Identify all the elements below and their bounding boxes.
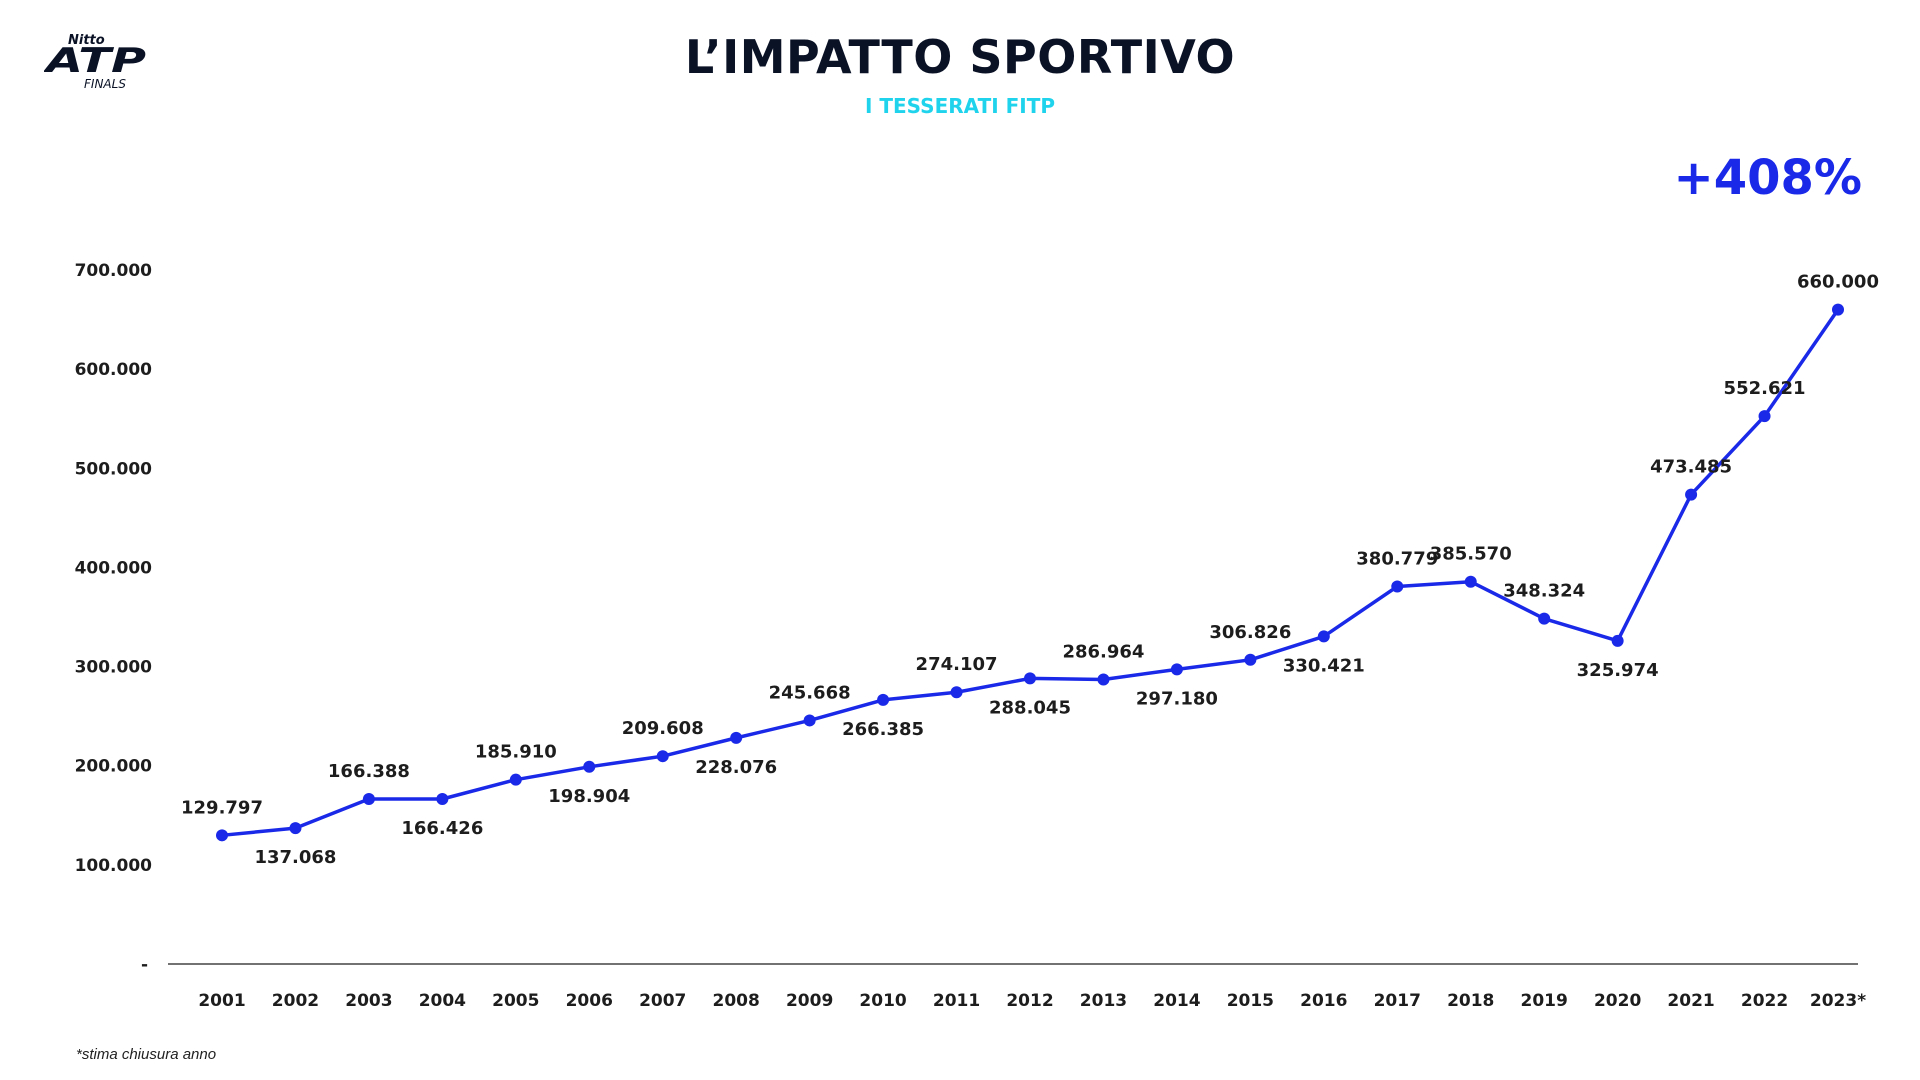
x-tick-label: 2007: [639, 991, 686, 1011]
x-tick-label: 2015: [1227, 991, 1274, 1011]
data-label: 245.668: [769, 682, 851, 703]
x-tick-label: 2005: [492, 991, 539, 1011]
data-label: 325.974: [1577, 660, 1659, 681]
data-point: [1758, 410, 1771, 423]
data-label: 129.797: [181, 797, 263, 818]
data-point: [950, 686, 963, 699]
data-point: [216, 829, 228, 842]
atp-finals-logo: Nitto ATP FINALS: [44, 30, 156, 92]
data-point: [1685, 488, 1698, 501]
x-tick-label: 2022: [1741, 991, 1788, 1011]
y-axis-labels: - 100.000 200.000 300.000 400.000 500.000 600.…: [75, 261, 153, 975]
y-tick-label: 600.000: [75, 360, 153, 380]
x-tick-label: 2016: [1300, 991, 1347, 1011]
data-point: [1097, 673, 1110, 686]
x-tick-label: 2001: [198, 991, 245, 1011]
data-point: [1244, 653, 1257, 666]
data-label: 274.107: [916, 654, 998, 675]
data-label: 266.385: [842, 719, 924, 740]
data-points: [216, 303, 1844, 842]
data-point: [1538, 612, 1551, 625]
data-point: [656, 750, 669, 763]
x-tick-label: 2011: [933, 991, 980, 1011]
data-label: 385.570: [1430, 544, 1512, 565]
data-point: [877, 693, 890, 706]
data-label: 660.000: [1797, 272, 1879, 293]
x-tick-label: 2014: [1153, 991, 1200, 1011]
x-tick-label: 2013: [1080, 991, 1127, 1011]
x-tick-label: 2012: [1006, 991, 1053, 1011]
data-label: 198.904: [548, 786, 630, 807]
x-tick-label: 2020: [1594, 991, 1641, 1011]
data-label: 380.779: [1356, 548, 1438, 569]
x-tick-label: 2006: [566, 991, 613, 1011]
data-point: [289, 822, 302, 835]
data-point: [1170, 663, 1183, 676]
x-tick-label: 2018: [1447, 991, 1494, 1011]
x-tick-label: 2021: [1667, 991, 1714, 1011]
data-label: 348.324: [1503, 581, 1585, 602]
logo-finals-text: FINALS: [84, 77, 126, 91]
data-point: [583, 760, 596, 773]
page-title: L’IMPATTO SPORTIVO: [684, 30, 1236, 84]
y-tick-label: 700.000: [75, 261, 153, 281]
x-tick-label: 2008: [713, 991, 760, 1011]
logo-nitto-text: Nitto: [68, 33, 105, 48]
data-label: 137.068: [254, 847, 336, 868]
data-point: [730, 731, 743, 744]
data-label: 330.421: [1283, 655, 1365, 676]
data-point: [1317, 630, 1330, 643]
y-tick-label: -: [141, 955, 148, 975]
data-label: 473.485: [1650, 457, 1732, 478]
data-label: 288.045: [989, 697, 1071, 718]
data-point: [509, 773, 522, 786]
y-tick-label: 200.000: [75, 757, 153, 777]
data-point: [362, 793, 375, 806]
x-tick-label: 2017: [1374, 991, 1421, 1011]
data-point: [1832, 303, 1844, 316]
data-label: 166.426: [401, 818, 483, 839]
data-point: [1464, 575, 1477, 588]
data-point: [1024, 672, 1036, 685]
data-label: 306.826: [1209, 622, 1291, 643]
data-point: [436, 793, 449, 806]
data-label: 286.964: [1062, 641, 1144, 662]
x-tick-label: 2004: [419, 991, 466, 1011]
x-tick-label: 2019: [1521, 991, 1568, 1011]
series-line: [221, 308, 1840, 838]
y-tick-label: 300.000: [75, 658, 153, 678]
x-tick-label: 2002: [272, 991, 319, 1011]
x-tick-label: 2010: [859, 991, 906, 1011]
y-tick-label: 500.000: [75, 459, 153, 479]
data-label: 228.076: [695, 757, 777, 778]
data-point: [1611, 634, 1624, 647]
x-tick-label: 2009: [786, 991, 833, 1011]
data-point: [803, 714, 816, 727]
growth-percentage: +408%: [1673, 150, 1862, 206]
x-tick-label: 2003: [345, 991, 392, 1011]
data-label: 297.180: [1136, 688, 1218, 709]
data-label: 552.621: [1724, 378, 1806, 399]
data-labels: 129.797 137.068 166.388 166.426 185.910 198.9…: [181, 272, 1879, 868]
data-label: 166.388: [328, 761, 410, 782]
data-label: 185.910: [475, 742, 557, 763]
page-subtitle: I TESSERATI FITP: [864, 94, 1056, 118]
data-label: 209.608: [622, 718, 704, 739]
logo-atp-text: ATP: [44, 41, 146, 81]
data-point: [1391, 580, 1404, 593]
footnote: *stima chiusura anno: [76, 1046, 217, 1063]
x-tick-label: 2023*: [1810, 991, 1866, 1011]
x-axis-labels: 2001 2002 2003 2004 2005 2006 2007 2008 2009 2010…: [198, 991, 1866, 1011]
y-tick-label: 100.000: [75, 856, 153, 876]
y-tick-label: 400.000: [75, 558, 153, 578]
atp-finals-logo-mark: Nitto ATP FINALS: [44, 33, 146, 91]
